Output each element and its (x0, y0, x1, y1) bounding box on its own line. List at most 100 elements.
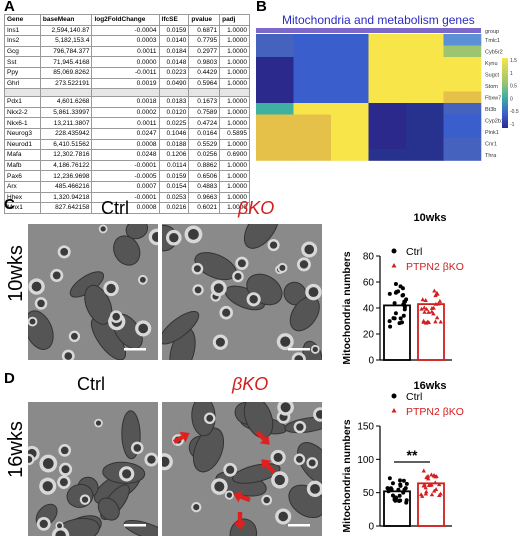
data-point-ko (433, 319, 438, 324)
table-row: Ins1 2,594,140.87 -0.0004 0.0159 0.6871 1.000… (4, 24, 250, 37)
data-point-ctrl (386, 489, 391, 494)
granule-core (296, 423, 304, 431)
heatmap-cell (331, 103, 369, 115)
data-point-ko (422, 482, 427, 487)
data-point-ctrl (397, 493, 402, 498)
legend-label-ko: PTPN2 βKO (406, 406, 464, 418)
data-point-ko (419, 306, 424, 311)
granule-core (133, 444, 142, 452)
value-cell: 85,069.8262 (39, 66, 93, 79)
table-row: Mnx1 827.642158 0.0008 0.0216 0.6021 1.0000 (4, 202, 250, 214)
granule-core (59, 478, 68, 487)
table-row: Hhex 1,320.94218 -0.0001 0.0253 0.9663 1.0000 (4, 191, 250, 204)
value-cell: 0.0114 (158, 159, 190, 172)
data-point-ko (433, 487, 439, 492)
bar-ko (417, 303, 445, 361)
value-cell: 0.0248 (91, 149, 160, 161)
data-point-ko (423, 298, 428, 302)
heatmap-cell (331, 68, 369, 81)
heatmap-cell (443, 68, 482, 81)
granule-core (122, 469, 132, 479)
heatmap-cell (368, 149, 407, 161)
data-point-ctrl (387, 319, 392, 324)
gene-label: Cyp2b10 (485, 119, 507, 125)
data-point-ko (437, 298, 443, 303)
mitochondrion-shape (113, 235, 141, 266)
heatmap-cell (368, 126, 407, 138)
data-point-ctrl (397, 478, 402, 483)
value-cell: 5,861.33997 (39, 106, 93, 119)
heatmap: Mitochondria and metabolism genes group Tm… (256, 13, 519, 170)
data-point-ko (421, 318, 426, 323)
value-cell: 1.0000 (219, 77, 250, 90)
value-cell: 13,211.3807 (39, 117, 93, 129)
red-arrow-icon (234, 512, 246, 530)
heatmap-cell (331, 45, 369, 58)
heatmap-cell (256, 137, 294, 150)
data-point-ko (422, 309, 427, 314)
heatmap-cell (293, 126, 332, 138)
separator-cell (39, 88, 93, 98)
granule-core (263, 496, 270, 504)
granule-core (296, 455, 303, 463)
table-row: Arx 485.466216 0.0007 0.0154 0.4883 1.0000 (4, 180, 250, 193)
value-cell: 0.9663 (188, 191, 221, 204)
y-tick-label: 40 (363, 304, 375, 315)
mitochondrion-shape (229, 518, 258, 536)
heatmap-cell (256, 91, 294, 104)
granule-core (193, 504, 200, 511)
value-cell: 0.0007 (91, 180, 160, 193)
heatmap-cell (368, 57, 407, 69)
heatmap-cell (443, 126, 482, 138)
mitochondrion-shape (192, 427, 225, 473)
data-point-ko (423, 491, 429, 496)
gene-label: Sugct (485, 73, 500, 79)
ko-label-d: βKO (232, 374, 269, 394)
data-point-ctrl (404, 481, 409, 486)
mitochondrion-shape (125, 224, 149, 240)
heatmap-cell (256, 114, 294, 127)
separator-cell (188, 88, 221, 98)
value-cell: 0.0003 (91, 35, 160, 47)
heatmap-cell (406, 45, 444, 58)
table-row: Gcg 796,784.377 0.0011 0.0184 0.2977 1.0000 (4, 45, 250, 58)
data-point-ctrl (387, 291, 392, 296)
row-label-16wks: 16wks (4, 421, 27, 478)
heatmap-cell (443, 137, 482, 150)
data-point-ctrl (390, 481, 395, 486)
red-arrow-icon (255, 430, 270, 445)
heatmap-cell (331, 91, 369, 104)
legend-tick: 1.5 (510, 58, 517, 64)
granule-core (308, 287, 319, 298)
gene-name-cell: Neurod1 (4, 138, 41, 151)
value-cell: 1.0000 (219, 180, 250, 193)
gene-name-cell: Ppy (4, 66, 41, 79)
table-header-cell: Gene (4, 14, 41, 26)
heatmap-cell (256, 126, 294, 138)
value-cell: 1.0000 (219, 202, 250, 214)
granule-core (280, 336, 291, 347)
heatmap-cell (293, 103, 332, 115)
granule-core (60, 446, 69, 455)
legend-label-ctrl: Ctrl (406, 246, 422, 258)
granule-core (151, 231, 158, 242)
value-cell: 12,302.7816 (39, 149, 93, 161)
heatmap-cell (256, 57, 294, 69)
table-header-cell: lfcSE (158, 14, 190, 26)
value-cell: 4,601.6268 (39, 96, 93, 108)
value-cell: 0.0223 (158, 66, 190, 79)
scale-bar (124, 348, 146, 351)
granule-core (194, 286, 202, 294)
data-point-ko (438, 491, 443, 496)
data-point-ctrl (402, 305, 407, 310)
value-cell: 2,594,140.87 (39, 24, 93, 37)
heatmap-cell (406, 149, 444, 161)
granule-core (280, 402, 291, 413)
y-axis-label: Mitochondria numbers (341, 419, 353, 532)
value-cell: 0.0253 (158, 191, 190, 204)
granule-core (215, 337, 225, 347)
gene-name-cell: Pdx1 (4, 96, 41, 108)
gene-label: Thra (485, 153, 497, 159)
data-point-ko (426, 309, 431, 314)
value-cell: 0.0019 (91, 77, 160, 90)
